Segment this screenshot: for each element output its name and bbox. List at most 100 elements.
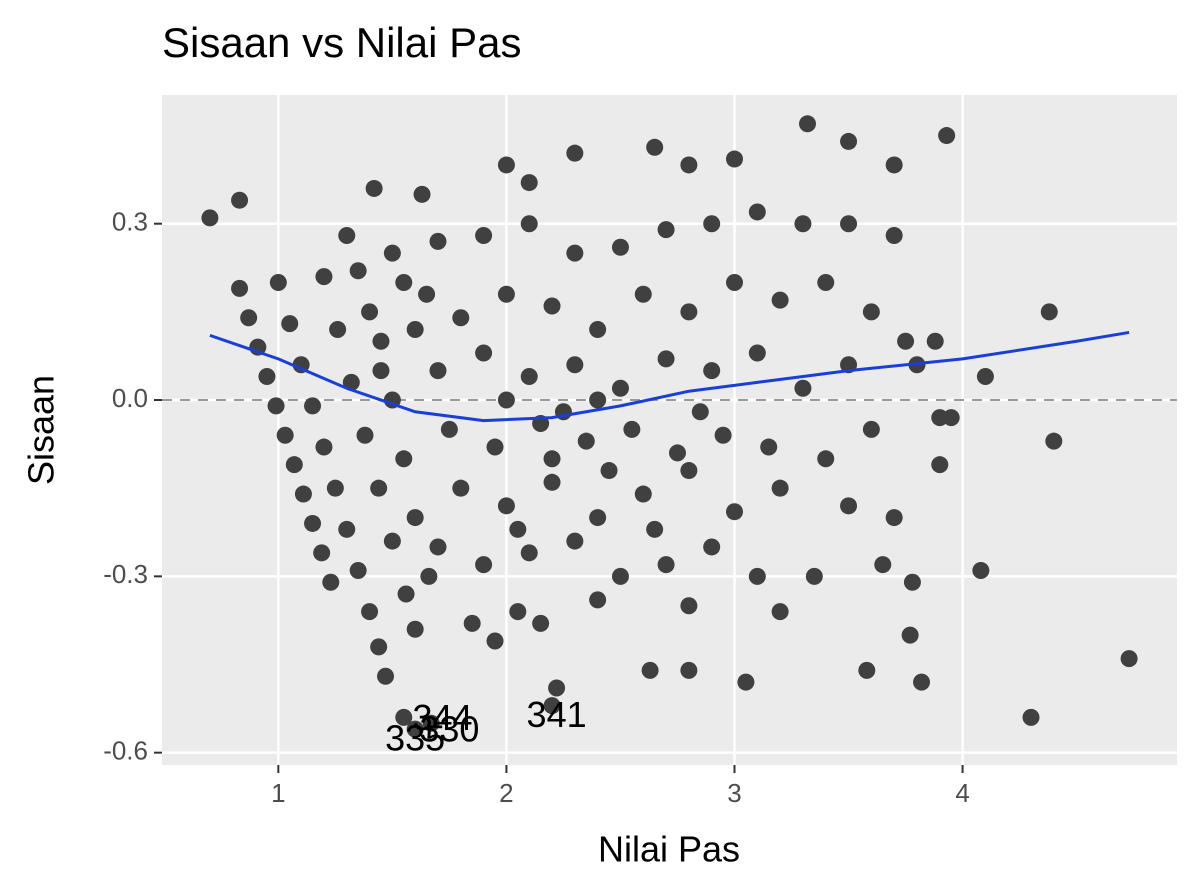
- point: [840, 132, 858, 150]
- x-tick-label: 2: [499, 778, 513, 808]
- y-axis-label: Sisaan: [21, 375, 62, 485]
- point: [520, 174, 538, 192]
- point: [349, 561, 367, 579]
- point: [313, 544, 331, 562]
- point: [1022, 708, 1040, 726]
- point: [475, 226, 493, 244]
- point: [646, 138, 664, 156]
- point: [858, 661, 876, 679]
- point: [611, 567, 629, 585]
- point: [589, 509, 607, 527]
- point: [926, 332, 944, 350]
- point: [418, 285, 436, 303]
- point: [589, 591, 607, 609]
- point: [315, 268, 333, 286]
- point: [794, 379, 812, 397]
- point: [342, 373, 360, 391]
- point: [1120, 650, 1138, 668]
- point: [281, 315, 299, 333]
- point: [276, 426, 294, 444]
- point: [680, 597, 698, 615]
- y-tick-label: -0.6: [103, 736, 148, 766]
- point: [452, 479, 470, 497]
- point: [497, 391, 515, 409]
- point: [395, 273, 413, 291]
- point: [543, 473, 561, 491]
- point: [383, 244, 401, 262]
- point: [668, 444, 686, 462]
- point: [420, 567, 438, 585]
- point: [509, 520, 527, 538]
- point: [285, 456, 303, 474]
- point: [566, 532, 584, 550]
- point: [680, 303, 698, 321]
- point: [1045, 432, 1063, 450]
- point: [543, 697, 561, 715]
- point: [794, 215, 812, 233]
- x-tick-label: 4: [955, 778, 969, 808]
- point: [452, 309, 470, 327]
- x-tick-label: 3: [727, 778, 741, 808]
- point: [646, 520, 664, 538]
- point: [201, 209, 219, 227]
- point: [520, 215, 538, 233]
- point: [771, 479, 789, 497]
- point: [901, 626, 919, 644]
- point: [406, 620, 424, 638]
- point: [520, 368, 538, 386]
- point: [383, 532, 401, 550]
- point: [429, 232, 447, 250]
- point-label: 341: [527, 694, 587, 735]
- point: [566, 144, 584, 162]
- point: [429, 362, 447, 380]
- point: [737, 673, 755, 691]
- point: [726, 150, 744, 168]
- point: [903, 573, 921, 591]
- point: [356, 426, 374, 444]
- point: [269, 273, 287, 291]
- point: [372, 362, 390, 380]
- point: [475, 344, 493, 362]
- y-tick-label: 0.0: [112, 383, 148, 413]
- point: [520, 544, 538, 562]
- point: [703, 538, 721, 556]
- point: [422, 714, 440, 732]
- point: [294, 485, 312, 503]
- point: [885, 509, 903, 527]
- point: [942, 409, 960, 427]
- point: [361, 603, 379, 621]
- point: [329, 321, 347, 338]
- point: [370, 638, 388, 656]
- point: [589, 321, 607, 338]
- point: [657, 221, 675, 239]
- point: [370, 479, 388, 497]
- point: [406, 509, 424, 527]
- point: [680, 661, 698, 679]
- point: [611, 379, 629, 397]
- point: [703, 362, 721, 380]
- point: [726, 503, 744, 521]
- point: [634, 485, 652, 503]
- point: [760, 438, 778, 456]
- point: [680, 156, 698, 174]
- point: [486, 438, 504, 456]
- point: [532, 614, 550, 632]
- point: [771, 291, 789, 309]
- point: [885, 226, 903, 244]
- point: [548, 679, 566, 697]
- point: [267, 397, 285, 415]
- point: [748, 344, 766, 362]
- point: [726, 273, 744, 291]
- point: [349, 262, 367, 280]
- point: [397, 585, 415, 603]
- point: [543, 297, 561, 315]
- panel: [162, 95, 1177, 765]
- point: [372, 332, 390, 350]
- point: [566, 244, 584, 262]
- point: [874, 556, 892, 574]
- point: [395, 708, 413, 726]
- point: [817, 273, 835, 291]
- point: [566, 356, 584, 374]
- point: [475, 556, 493, 574]
